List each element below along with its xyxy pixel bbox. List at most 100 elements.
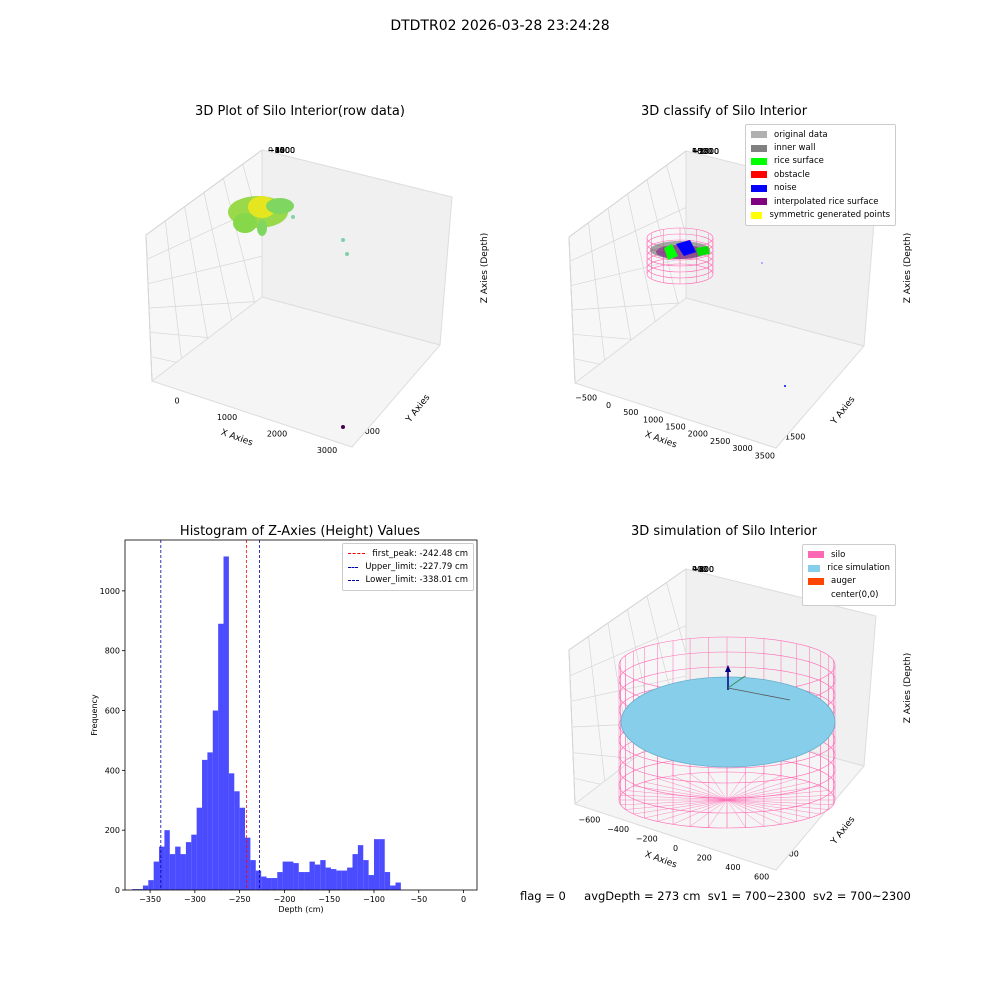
histogram-bar	[191, 834, 197, 890]
p4-silo-floor-rib	[726, 773, 765, 801]
p1-z-tick: −1600	[268, 146, 295, 155]
histogram-bar	[132, 889, 138, 890]
legend4-entry: auger	[808, 575, 890, 588]
legend2-swatch	[751, 184, 767, 192]
legend4-entry: center(0,0)	[808, 588, 890, 601]
p2-z-tick: −1000	[692, 147, 719, 156]
p1-point	[341, 238, 345, 242]
p4-silo-floor-rib	[633, 785, 728, 801]
histogram-bar	[185, 842, 192, 890]
p2-z-tick: 1500	[692, 147, 712, 156]
histogram-bar	[314, 864, 321, 890]
legend2-swatch	[751, 157, 767, 165]
p4-silo-floor-rib	[726, 799, 782, 825]
footer-stats: flag = 0 avgDepth = 273 cm sv1 = 700~230…	[520, 889, 911, 903]
p1-walls	[150, 149, 453, 448]
p2-point	[784, 385, 786, 387]
legend2-swatch	[751, 211, 763, 219]
histogram-bar	[368, 875, 374, 890]
histogram-bar	[298, 872, 305, 890]
histogram-bar	[250, 860, 256, 890]
p2-grid	[569, 200, 702, 262]
avg-depth-value: avgDepth = 273 cm	[584, 889, 701, 903]
p1-z-tick: −1000	[268, 146, 295, 155]
p1-z-tick: −1400	[268, 146, 295, 155]
legend3-entry: first_peak: -242.48 cm	[348, 547, 468, 560]
p4-silo-floor-rib	[644, 781, 728, 801]
p4-silo-floor-rib	[726, 799, 765, 827]
p1-z-tick: −200	[268, 146, 290, 155]
legend2-label: rice surface	[774, 156, 824, 167]
histogram-y-tick: 800	[105, 647, 120, 656]
p2-x-tick: 500	[623, 408, 638, 417]
p2-grid	[568, 150, 687, 238]
legend2-entry: rice surface	[751, 155, 890, 168]
p2-rice-surface	[696, 246, 710, 256]
p2-x-tick: 3000	[732, 444, 752, 453]
histogram-bar	[363, 860, 369, 890]
p4-silo-floor-rib	[726, 799, 829, 810]
legend2-entry: noise	[751, 182, 890, 195]
p2-z-tick: −1500	[692, 147, 719, 156]
histogram-bar	[288, 861, 294, 890]
legend2-entry: inner wall	[751, 141, 890, 154]
histogram-bar	[196, 807, 203, 890]
p4-z-tick: 400	[692, 565, 707, 574]
histogram-y-tick: 200	[105, 826, 120, 835]
legend2-label: interpolated rice surface	[774, 196, 879, 207]
legend3-swatch	[348, 553, 366, 555]
p4-z-tick: −400	[692, 565, 714, 574]
p2-point	[761, 262, 763, 264]
histogram-x-tick: −250	[229, 895, 251, 904]
histogram-x-tick: −50	[410, 895, 427, 904]
p4-silo-floor-rib	[620, 794, 728, 801]
legend3-entry: Upper_limit: -227.79 cm	[348, 560, 468, 573]
p1-x-tick: 3000	[317, 446, 337, 455]
legend2-label: noise	[774, 183, 797, 194]
p4-silo-floor-rib	[726, 781, 810, 801]
p4-z-tick: −600	[692, 565, 714, 574]
histogram-bar	[202, 759, 208, 890]
p1-point-cloud	[266, 198, 294, 214]
p2-ylabel: Y Axies	[829, 395, 858, 428]
p1-point	[345, 252, 349, 256]
p4-silo-floor-rib	[726, 775, 782, 801]
p2-y-tick: 1500	[785, 433, 805, 442]
p1-z-tick: −800	[268, 146, 290, 155]
p4-x-tick: −200	[636, 835, 658, 844]
legend4-label: auger	[831, 576, 856, 587]
histogram-bar	[239, 807, 246, 890]
histogram-x-tick: 0	[461, 895, 466, 904]
flag-value: flag = 0	[520, 889, 566, 903]
legend2-swatch	[751, 171, 767, 179]
p4-auger-arm	[727, 675, 746, 689]
legend3-label: Upper_limit: -227.79 cm	[365, 562, 468, 573]
p4-x-tick: −600	[578, 816, 600, 825]
legend3-label: first_peak: -242.48 cm	[372, 548, 468, 559]
p4-silo-floor-rib	[625, 790, 728, 801]
histogram-bar	[228, 773, 235, 890]
histogram-bar	[266, 878, 272, 890]
classify-legend: original data inner wall rice surface obsta…	[745, 124, 896, 226]
p4-silo-floor-rib	[644, 799, 728, 819]
histogram-bar	[223, 556, 229, 890]
p2-z-tick: −2000	[692, 147, 719, 156]
p4-x-tick: −400	[607, 825, 629, 834]
histogram-ylabel: Frequency	[90, 694, 99, 736]
histogram-bar	[357, 845, 364, 890]
histogram-bar	[325, 867, 332, 890]
histogram-bar	[169, 854, 176, 890]
p4-silo-floor-rib	[625, 799, 728, 810]
legend4-swatch	[808, 564, 821, 572]
p1-points	[228, 196, 349, 429]
p4-zlabel: Z Axies (Depth)	[903, 653, 913, 724]
legend3-label: Lower_limit: -338.01 cm	[365, 575, 468, 586]
histogram-plot	[122, 539, 478, 893]
p4-silo-floor-rib	[726, 799, 810, 819]
histogram-bar	[395, 882, 401, 890]
p4-z-tick: 200	[692, 565, 707, 574]
histogram-bar	[379, 839, 385, 890]
p4-z-tick: 0	[692, 565, 697, 574]
histogram-bar	[352, 854, 358, 890]
